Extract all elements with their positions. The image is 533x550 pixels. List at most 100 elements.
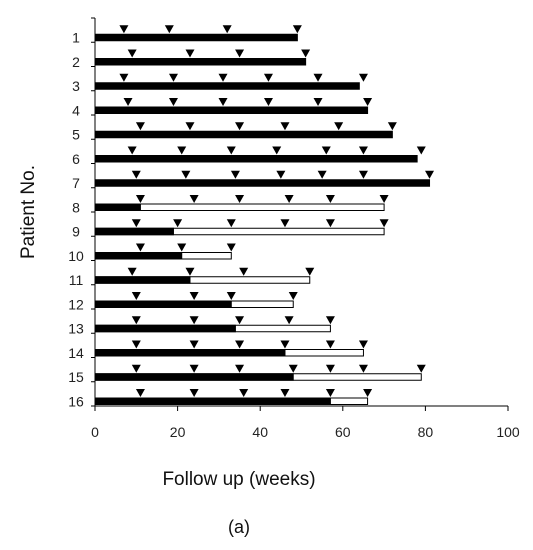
y-tick-label-14: 14 bbox=[68, 345, 84, 361]
marker-patient-9-1 bbox=[131, 219, 141, 228]
y-tick-label-9: 9 bbox=[72, 224, 80, 240]
marker-patient-15-3 bbox=[235, 364, 245, 373]
marker-patient-3-2 bbox=[168, 73, 178, 82]
marker-patient-3-5 bbox=[313, 73, 323, 82]
y-axis-title: Patient No. bbox=[18, 165, 39, 259]
marker-patient-6-1 bbox=[127, 146, 137, 155]
bar-filled-patient-15 bbox=[94, 373, 294, 381]
x-tick-label-80: 80 bbox=[418, 424, 434, 440]
bar-filled-patient-14 bbox=[94, 349, 286, 357]
marker-patient-15-4 bbox=[288, 364, 298, 373]
marker-patient-15-7 bbox=[416, 364, 426, 373]
marker-patient-12-4 bbox=[288, 292, 298, 300]
marker-patient-5-5 bbox=[334, 122, 344, 131]
bar-filled-patient-1 bbox=[94, 33, 298, 42]
marker-patient-2-1 bbox=[127, 49, 137, 58]
marker-patient-4-5 bbox=[313, 98, 323, 106]
marker-patient-12-1 bbox=[131, 292, 141, 300]
marker-patient-1-4 bbox=[292, 25, 302, 34]
marker-patient-15-6 bbox=[358, 364, 368, 373]
bar-filled-patient-8 bbox=[94, 203, 141, 211]
marker-patient-3-4 bbox=[263, 73, 273, 82]
marker-patient-15-5 bbox=[325, 364, 335, 373]
marker-patient-13-5 bbox=[325, 316, 335, 325]
x-ticks-layer: 0 20 40 60 80 100 bbox=[91, 406, 520, 440]
bar-filled-patient-5 bbox=[94, 130, 393, 139]
bar-filled-patient-12 bbox=[94, 300, 232, 308]
marker-patient-11-1 bbox=[127, 267, 137, 276]
marker-patient-9-5 bbox=[325, 219, 335, 228]
marker-patient-12-2 bbox=[189, 292, 199, 300]
y-tick-label-4: 4 bbox=[72, 102, 80, 118]
marker-patient-14-3 bbox=[235, 340, 245, 349]
marker-patient-8-4 bbox=[284, 195, 294, 203]
marker-patient-14-2 bbox=[189, 340, 199, 349]
marker-patient-9-6 bbox=[379, 219, 389, 228]
marker-patient-3-6 bbox=[358, 73, 368, 82]
marker-patient-7-6 bbox=[358, 170, 368, 179]
marker-patient-9-2 bbox=[173, 219, 183, 228]
marker-patient-7-7 bbox=[425, 170, 435, 179]
marker-patient-6-6 bbox=[358, 146, 368, 155]
figure-caption: (a) bbox=[228, 517, 250, 537]
marker-patient-3-3 bbox=[218, 73, 228, 82]
marker-patient-14-1 bbox=[131, 340, 141, 349]
marker-patient-14-5 bbox=[325, 340, 335, 349]
marker-patient-14-4 bbox=[280, 340, 290, 349]
marker-patient-6-5 bbox=[321, 146, 331, 155]
marker-patient-10-1 bbox=[135, 243, 145, 252]
y-tick-label-5: 5 bbox=[72, 127, 80, 143]
marker-patient-9-3 bbox=[226, 219, 236, 228]
marker-patient-1-1 bbox=[119, 25, 129, 34]
y-tick-label-1: 1 bbox=[72, 30, 80, 46]
marker-patient-4-6 bbox=[363, 98, 373, 106]
marker-patient-7-1 bbox=[131, 170, 141, 179]
marker-patient-2-4 bbox=[301, 49, 311, 58]
y-tick-label-10: 10 bbox=[68, 248, 84, 264]
marker-patient-8-2 bbox=[189, 195, 199, 203]
bar-filled-patient-4 bbox=[94, 106, 369, 114]
x-tick-label-20: 20 bbox=[170, 424, 186, 440]
bar-filled-patient-2 bbox=[94, 58, 307, 66]
marker-patient-2-3 bbox=[235, 49, 245, 58]
marker-patient-6-2 bbox=[177, 146, 187, 155]
x-tick-label-40: 40 bbox=[252, 424, 268, 440]
marker-patient-5-3 bbox=[235, 122, 245, 131]
bar-filled-patient-9 bbox=[94, 227, 174, 236]
marker-patient-7-2 bbox=[181, 170, 191, 179]
markers-layer bbox=[119, 25, 435, 397]
marker-patient-6-3 bbox=[226, 146, 236, 155]
marker-patient-15-1 bbox=[131, 364, 141, 373]
y-tick-label-11: 11 bbox=[69, 272, 84, 288]
y-tick-label-16: 16 bbox=[68, 393, 84, 409]
marker-patient-7-3 bbox=[230, 170, 240, 179]
marker-patient-16-4 bbox=[280, 389, 290, 397]
marker-patient-5-4 bbox=[280, 122, 290, 131]
bar-filled-patient-10 bbox=[94, 252, 183, 260]
marker-patient-10-2 bbox=[177, 243, 187, 252]
marker-patient-16-5 bbox=[325, 389, 335, 397]
marker-patient-7-5 bbox=[317, 170, 327, 179]
marker-patient-4-3 bbox=[218, 98, 228, 106]
marker-patient-2-2 bbox=[185, 49, 195, 58]
marker-patient-4-1 bbox=[123, 98, 133, 106]
bar-filled-patient-16 bbox=[94, 397, 331, 405]
marker-patient-16-6 bbox=[363, 389, 373, 397]
marker-patient-4-2 bbox=[168, 98, 178, 106]
y-tick-label-7: 7 bbox=[72, 175, 80, 191]
bar-filled-patient-11 bbox=[94, 276, 191, 284]
marker-patient-10-3 bbox=[226, 243, 236, 252]
marker-patient-5-1 bbox=[135, 122, 145, 131]
marker-patient-11-4 bbox=[305, 267, 315, 276]
marker-patient-8-3 bbox=[235, 195, 245, 203]
marker-patient-3-1 bbox=[119, 73, 129, 82]
marker-patient-13-1 bbox=[131, 316, 141, 325]
y-tick-label-3: 3 bbox=[72, 78, 80, 94]
marker-patient-15-2 bbox=[189, 364, 199, 373]
marker-patient-16-1 bbox=[135, 389, 145, 397]
bar-filled-patient-7 bbox=[94, 179, 431, 187]
y-tick-label-6: 6 bbox=[72, 151, 80, 167]
y-tick-label-12: 12 bbox=[68, 296, 84, 312]
